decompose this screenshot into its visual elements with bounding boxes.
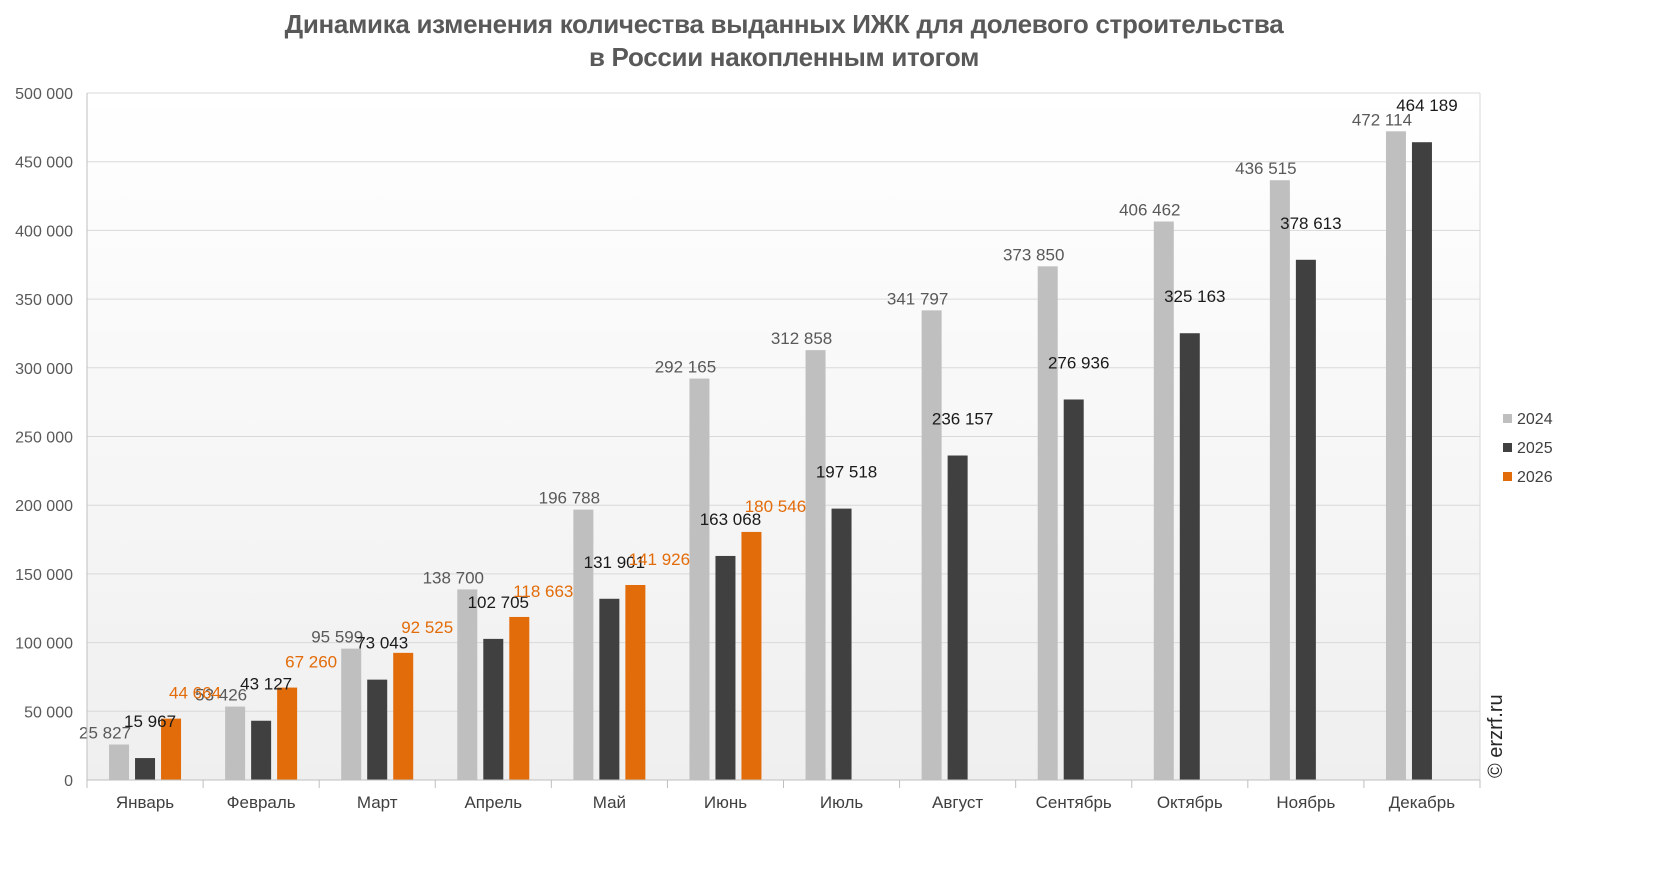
y-tick-label: 350 000 [15, 292, 73, 309]
data-label-2025-Декабрь: 464 189 [1396, 96, 1457, 115]
bar-2026-Апрель [509, 616, 530, 780]
x-tick-label: Май [593, 793, 626, 812]
x-tick-label: Март [357, 793, 398, 812]
chart-title-line-2: в России накопленным итогом [588, 42, 980, 72]
legend: 2024 2025 2026 [1503, 411, 1553, 486]
bar-2024-Август [921, 310, 942, 780]
data-label-2024-Сентябрь: 373 850 [1003, 245, 1064, 264]
bar-2026-Февраль [277, 687, 298, 780]
data-label-2024-Ноябрь: 436 515 [1235, 159, 1296, 178]
data-label-2026-Апрель: 118 663 [513, 582, 573, 601]
y-tick-label: 250 000 [15, 430, 73, 447]
data-label-2026-Июнь: 180 546 [745, 497, 806, 516]
data-label-2025-Июль: 197 518 [816, 463, 877, 482]
bar-2026-Март [393, 652, 414, 780]
x-tick-label: Февраль [227, 793, 296, 812]
y-tick-label: 300 000 [15, 361, 73, 378]
x-tick-label: Июнь [704, 793, 747, 812]
data-label-2025-Март: 73 043 [356, 634, 408, 653]
bar-2024-Май [573, 509, 594, 780]
data-label-2024-Октябрь: 406 462 [1119, 201, 1180, 220]
bar-chart: 25 827 53 426 95 599 138 700 196 788 292 165 3… [15, 86, 1553, 812]
y-tick-label: 500 000 [15, 86, 73, 103]
legend-label-2024: 2024 [1517, 411, 1553, 428]
gridlines [87, 92, 1480, 712]
bar-2025-Апрель [483, 638, 504, 780]
y-tick-label: 400 000 [15, 223, 73, 240]
data-label-2026-Январь: 44 664 [169, 684, 221, 703]
bar-2024-Октябрь [1153, 221, 1174, 780]
data-label-2024-Февраль: 53 426 [195, 686, 247, 705]
legend-swatch-2024 [1503, 414, 1512, 423]
data-label-2024-Март: 95 599 [311, 628, 363, 647]
data-label-2025-Апрель: 102 705 [468, 593, 529, 612]
data-labels: 25 827 53 426 95 599 138 700 196 788 292 165 3… [79, 96, 1458, 742]
data-label-2025-Июнь: 163 068 [700, 510, 761, 529]
bar-2025-Январь [135, 758, 156, 780]
bars [109, 131, 1432, 781]
data-label-2025-Февраль: 43 127 [240, 675, 292, 694]
data-label-2025-Сентябрь: 276 936 [1048, 353, 1109, 372]
bar-2024-Февраль [225, 706, 246, 780]
legend-swatch-2026 [1503, 472, 1512, 481]
watermark: © erzrf.ru [1485, 694, 1507, 778]
y-tick-label: 100 000 [15, 636, 73, 653]
bar-2025-Февраль [251, 720, 272, 780]
x-tick-label: Октябрь [1157, 793, 1223, 812]
bar-2025-Июль [831, 508, 852, 780]
data-label-2025-Ноябрь: 378 613 [1280, 214, 1341, 233]
axes: 0 50 000 100 000 150 000 200 000 250 000 300 0… [15, 86, 1481, 812]
legend-label-2026: 2026 [1517, 469, 1553, 486]
data-label-2024-Апрель: 138 700 [423, 568, 484, 587]
bar-2024-Июль [805, 350, 826, 780]
bar-2025-Сентябрь [1063, 399, 1084, 780]
bar-2025-Май [599, 598, 620, 780]
bar-2024-Апрель [457, 589, 478, 780]
y-tick-label: 0 [64, 773, 73, 790]
bar-2024-Июнь [689, 378, 710, 780]
bar-2026-Май [625, 584, 646, 780]
bar-2025-Ноябрь [1295, 259, 1316, 780]
data-label-2026-Март: 92 525 [401, 618, 453, 637]
data-label-2025-Январь: 15 967 [124, 712, 176, 731]
data-label-2024-Январь: 25 827 [79, 724, 131, 743]
data-label-2026-Май: 141 926 [629, 550, 690, 569]
data-label-2025-Май: 131 901 [584, 553, 645, 572]
x-tick-label: Январь [116, 793, 174, 812]
bar-2024-Декабрь [1385, 131, 1406, 780]
bar-2025-Август [947, 455, 968, 780]
legend-swatch-2025 [1503, 443, 1512, 452]
y-tick-label: 150 000 [15, 567, 73, 584]
x-tick-label: Август [932, 793, 983, 812]
x-tick-label: Апрель [464, 793, 522, 812]
bar-2026-Январь [161, 718, 182, 780]
data-label-2025-Октябрь: 325 163 [1164, 287, 1225, 306]
bar-2026-Июнь [741, 531, 762, 780]
data-label-2025-Август: 236 157 [932, 410, 993, 429]
y-tick-label: 200 000 [15, 498, 73, 515]
legend-label-2025: 2025 [1517, 440, 1553, 457]
bar-2025-Декабрь [1411, 142, 1432, 780]
bar-2024-Ноябрь [1269, 180, 1290, 780]
data-label-2026-Февраль: 67 260 [285, 653, 337, 672]
chart-title-line-1: Динамика изменения количества выданных И… [284, 9, 1284, 39]
x-tick-label: Ноябрь [1276, 793, 1335, 812]
y-tick-label: 450 000 [15, 155, 73, 172]
data-label-2024-Декабрь: 472 114 [1352, 110, 1412, 129]
bar-2025-Октябрь [1179, 333, 1200, 780]
bar-2025-Март [367, 679, 388, 780]
x-tick-label: Сентябрь [1036, 793, 1112, 812]
bar-2024-Сентябрь [1037, 266, 1058, 781]
data-label-2024-Август: 341 797 [887, 289, 948, 308]
bar-2025-Июнь [715, 555, 736, 780]
chart-title: Динамика изменения количества выданных И… [0, 8, 1568, 74]
data-label-2024-Июль: 312 858 [771, 329, 832, 348]
data-label-2024-Июнь: 292 165 [655, 358, 716, 377]
bar-2024-Март [341, 648, 362, 780]
data-label-2024-Май: 196 788 [539, 489, 600, 508]
y-tick-label: 50 000 [24, 704, 73, 721]
bar-2024-Январь [109, 744, 130, 780]
x-tick-label: Июль [820, 793, 864, 812]
x-tick-label: Декабрь [1389, 793, 1455, 812]
